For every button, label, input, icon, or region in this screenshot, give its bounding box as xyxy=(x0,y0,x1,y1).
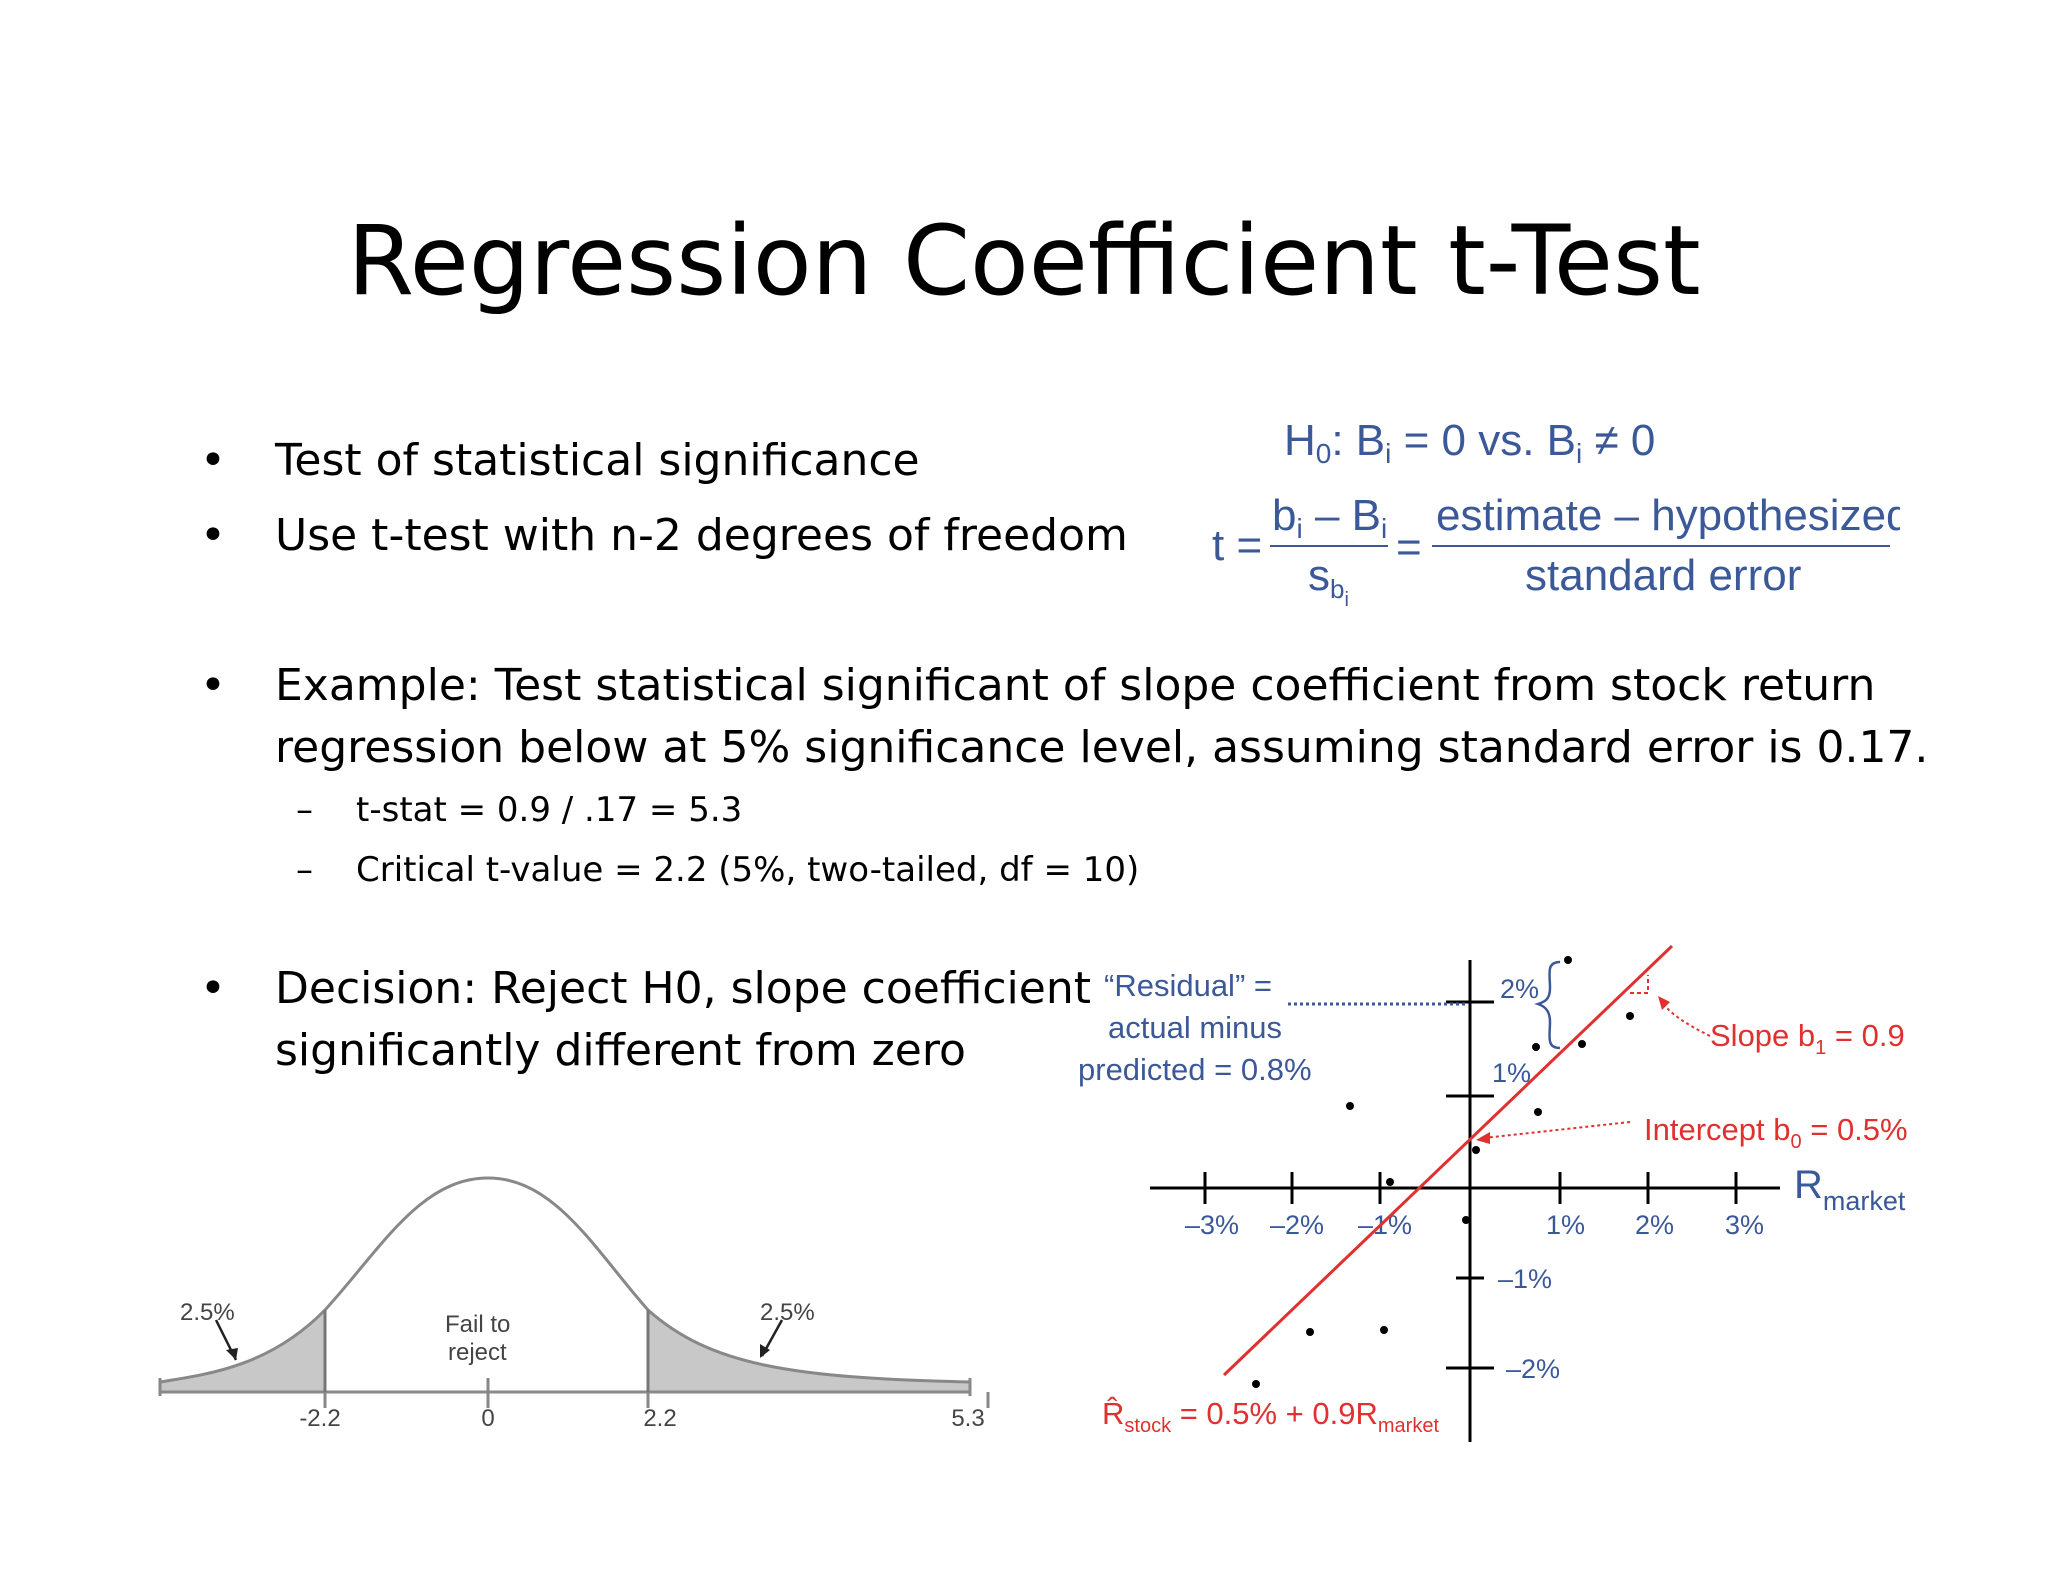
y-tick-label: 2% xyxy=(1500,974,1539,1004)
bullet-text: Example: Test statistical significant of… xyxy=(275,660,1929,773)
bullet-text: Decision: Reject H0, slope coefficient s… xyxy=(275,963,1091,1076)
regression-line xyxy=(1222,944,1674,1377)
residual-brace xyxy=(1534,960,1561,1050)
x-tick-label: –2% xyxy=(1270,1210,1324,1240)
distribution-curve xyxy=(159,1176,971,1384)
fraction-denominator-left: sbi xyxy=(1308,551,1349,611)
data-point xyxy=(1578,1040,1586,1048)
data-point xyxy=(1564,956,1572,964)
left-tail-label: 2.5% xyxy=(180,1299,235,1326)
x-tick-label: 1% xyxy=(1546,1210,1585,1240)
y-tick-label: –1% xyxy=(1498,1264,1552,1294)
data-point xyxy=(1380,1326,1388,1334)
x-tick-label: 3% xyxy=(1725,1210,1764,1240)
t-distribution-diagram: 2.5% 2.5% Fail to reject -2.2 0 2.2 5.3 xyxy=(158,1176,990,1432)
intercept-label: Intercept b0 = 0.5% xyxy=(1644,1112,1908,1153)
data-point xyxy=(1306,1328,1314,1336)
data-point xyxy=(1472,1146,1480,1154)
bullet-glyph: • xyxy=(200,963,226,1014)
data-point xyxy=(1346,1102,1354,1110)
bullet-text: Use t-test with n-2 degrees of freedom xyxy=(275,510,1128,561)
t-lhs: t = xyxy=(1212,521,1262,570)
subbullet-text: Critical t-value = 2.2 (5%, two-tailed, … xyxy=(356,850,1140,890)
intercept-arrow xyxy=(1483,1121,1631,1139)
x-tick-label: –3% xyxy=(1185,1210,1239,1240)
tick-label: -2.2 xyxy=(299,1405,340,1432)
arrowhead xyxy=(1476,1132,1490,1144)
subbullet-text: t-stat = 0.9 / .17 = 5.3 xyxy=(356,790,743,830)
tick-label: 0 xyxy=(481,1405,494,1432)
bullet-glyph: • xyxy=(200,660,226,711)
left-tail-shade xyxy=(160,1310,325,1392)
data-point xyxy=(1534,1108,1542,1116)
bullet-glyph: • xyxy=(200,510,226,561)
data-point xyxy=(1626,1012,1634,1020)
dash-glyph: – xyxy=(296,850,313,890)
tick-label: 5.3 xyxy=(951,1405,984,1432)
fraction-numerator-left: bi – Bi xyxy=(1272,491,1387,544)
x-tick-label: –1% xyxy=(1358,1210,1412,1240)
tick-label: 2.2 xyxy=(643,1405,676,1432)
residual-label-line2: actual minus xyxy=(1108,1010,1282,1045)
center-label-line2: reject xyxy=(448,1339,507,1366)
slope-arrow xyxy=(1659,999,1711,1037)
slope-label: Slope b1 = 0.9 xyxy=(1710,1018,1905,1059)
bullet-glyph: • xyxy=(200,435,226,486)
t-test-formula: H0: Bi = 0 vs. Bi ≠ 0 t = bi – Bi sbi = … xyxy=(1212,416,1900,611)
bullet-text: Test of statistical significance xyxy=(275,435,920,486)
data-point xyxy=(1252,1380,1260,1388)
center-label-line1: Fail to xyxy=(445,1311,510,1338)
regression-diagram: –3% –2% –1% 1% 2% 3% 2% 1% –1% –2% Rmark… xyxy=(1078,944,1908,1442)
arrowhead xyxy=(760,1344,770,1358)
regression-equation: R̂stock = 0.5% + 0.9Rmarket xyxy=(1102,1395,1439,1437)
slide-title: Regression Coefficient t-Test xyxy=(347,205,1701,317)
data-point xyxy=(1462,1216,1470,1224)
y-tick-label: 1% xyxy=(1492,1058,1531,1088)
right-tail-shade xyxy=(648,1310,970,1392)
arrowhead xyxy=(1658,996,1670,1010)
x-tick-label: 2% xyxy=(1635,1210,1674,1240)
fraction-numerator-right: estimate – hypothesized xyxy=(1436,491,1900,540)
residual-label-line1: “Residual” = xyxy=(1104,968,1272,1003)
data-point xyxy=(1532,1043,1540,1051)
data-point xyxy=(1386,1178,1394,1186)
residual-label-line3: predicted = 0.8% xyxy=(1078,1052,1312,1087)
dash-glyph: – xyxy=(296,790,313,830)
equals-sign: = xyxy=(1396,523,1422,572)
hypothesis-line: H0: Bi = 0 vs. Bi ≠ 0 xyxy=(1284,416,1655,469)
arrowhead xyxy=(226,1348,238,1360)
right-tail-label: 2.5% xyxy=(760,1299,815,1326)
x-axis-title: Rmarket xyxy=(1794,1163,1906,1216)
slope-triangle xyxy=(1630,975,1649,994)
fraction-denominator-right: standard error xyxy=(1525,551,1801,600)
y-tick-label: –2% xyxy=(1506,1354,1560,1384)
